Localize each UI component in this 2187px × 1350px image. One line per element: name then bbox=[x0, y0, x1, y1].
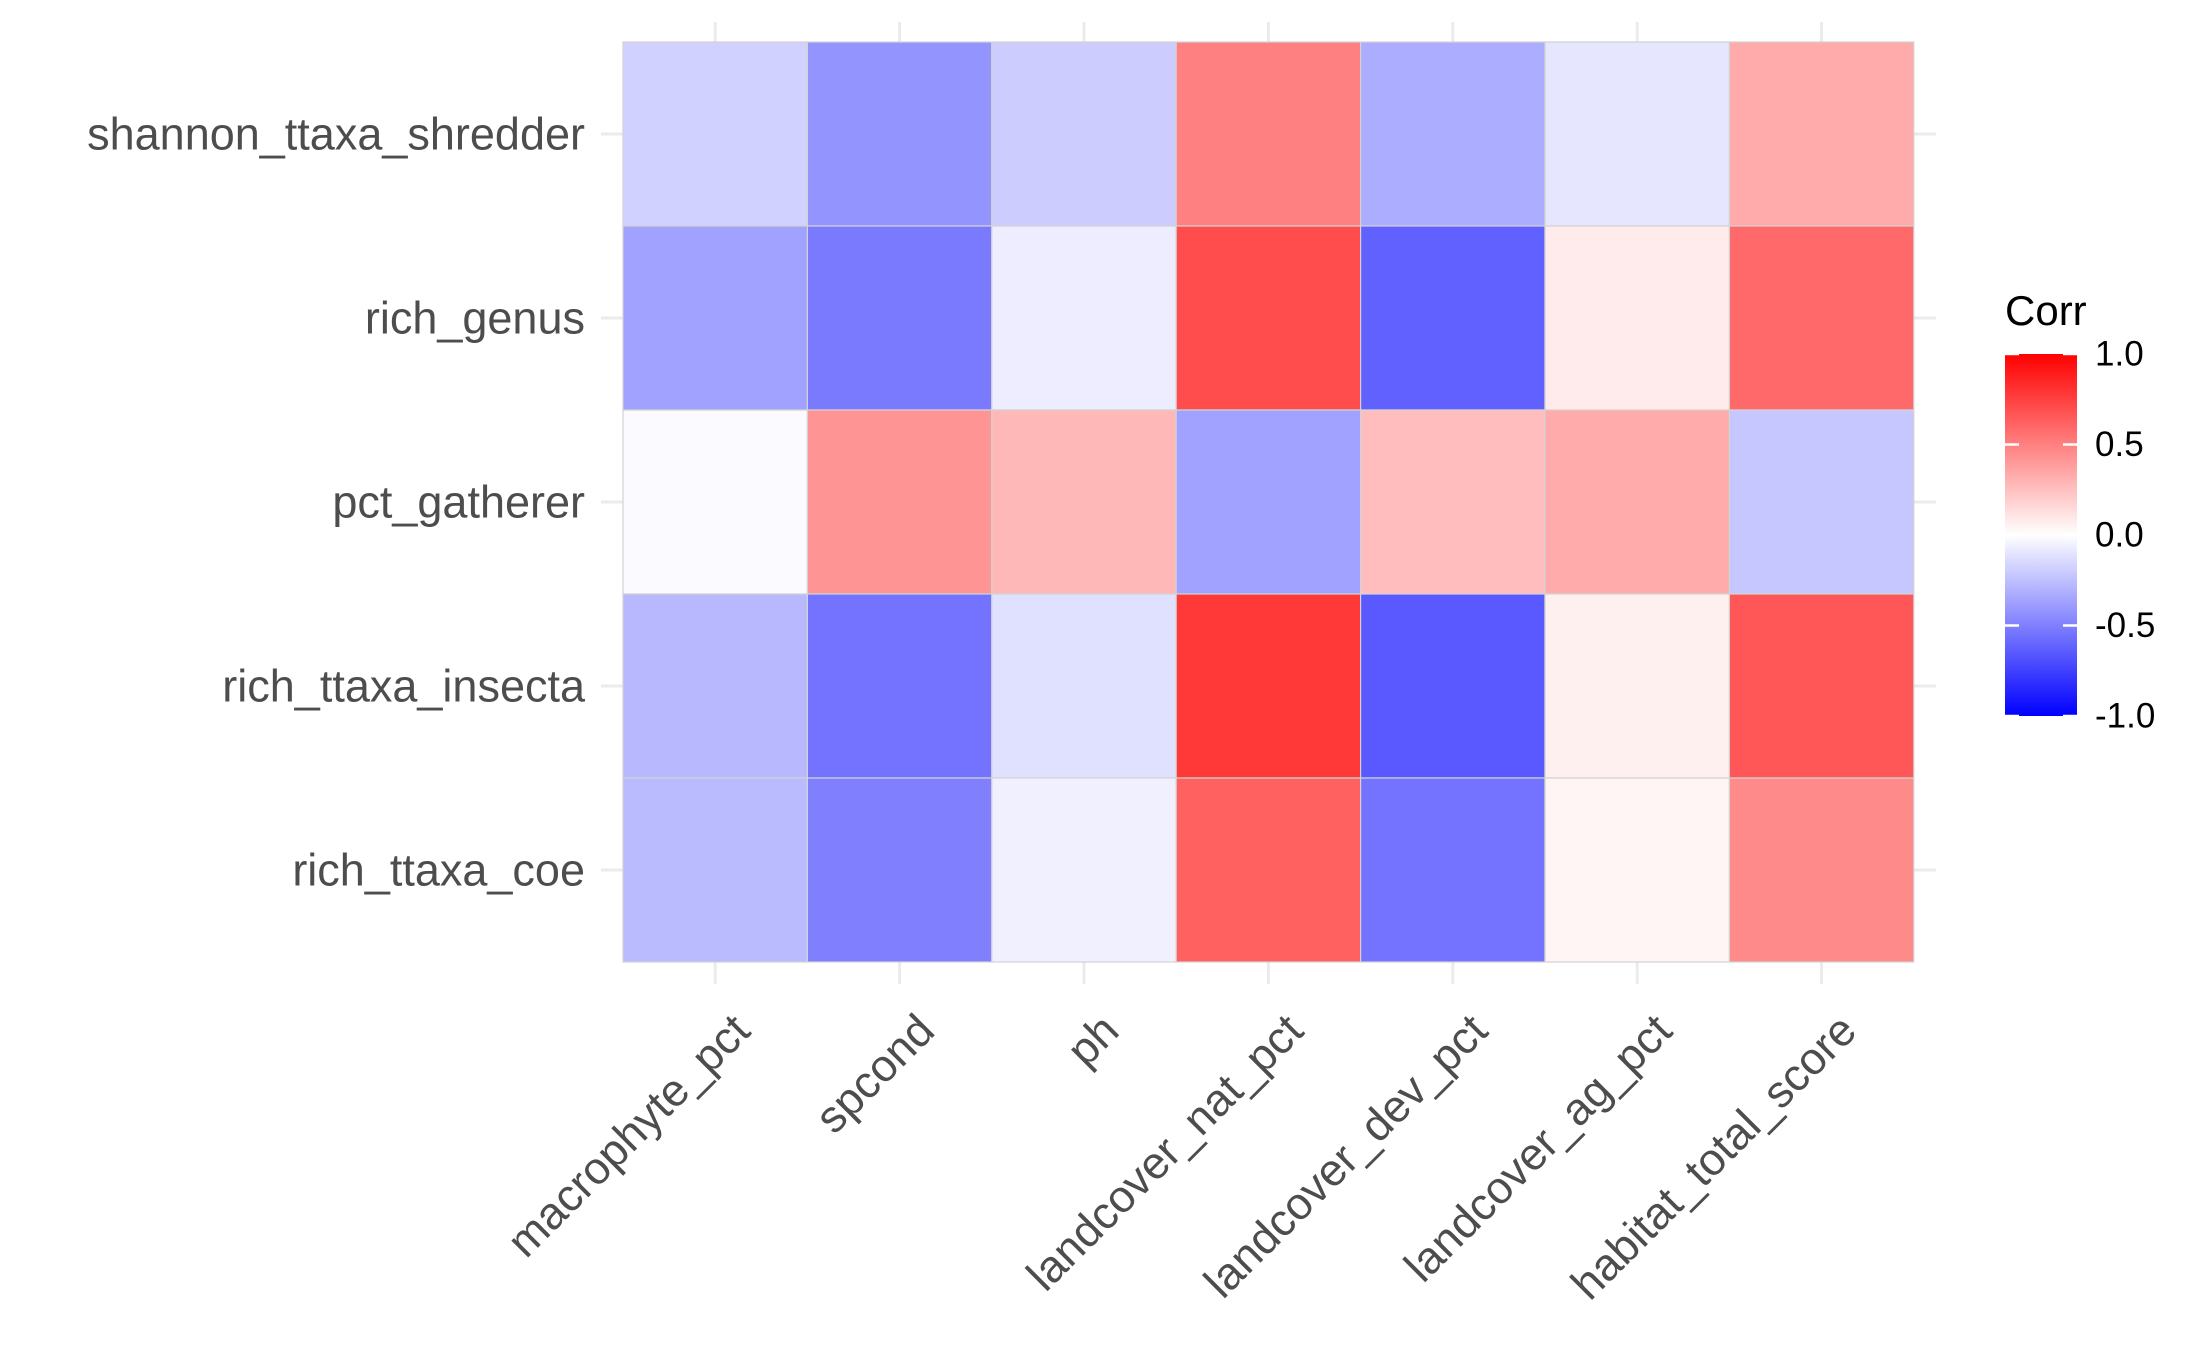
heatmap-cell bbox=[806, 593, 993, 779]
y-tick-label: rich_genus bbox=[365, 293, 585, 344]
heatmap-cells bbox=[622, 41, 1915, 963]
color-legend: Corr 1.0 0.5 0.0 -0.5 -1.0 bbox=[2005, 287, 2155, 736]
heatmap-cell bbox=[1728, 225, 1915, 411]
legend-tick-label: 0.5 bbox=[2095, 425, 2144, 464]
heatmap-cell bbox=[1544, 225, 1730, 411]
heatmap-cell bbox=[806, 225, 993, 411]
y-axis-tick-labels: shannon_ttaxa_shredder rich_genus pct_gath… bbox=[87, 109, 586, 896]
heatmap-cell bbox=[1728, 593, 1915, 779]
heatmap-cell bbox=[991, 225, 1177, 411]
y-tick-label: rich_ttaxa_insecta bbox=[222, 661, 586, 712]
heatmap-cell bbox=[622, 593, 808, 779]
heatmap-cell bbox=[622, 409, 808, 595]
heatmap-cell bbox=[991, 409, 1177, 595]
x-tick-label: ph bbox=[1057, 1004, 1128, 1075]
heatmap-cell bbox=[622, 41, 808, 227]
heatmap-cell bbox=[1359, 41, 1546, 227]
heatmap-cell bbox=[991, 41, 1177, 227]
heatmap-cell bbox=[1175, 593, 1362, 779]
legend-tick-label: -1.0 bbox=[2095, 697, 2155, 736]
y-tick-label: shannon_ttaxa_shredder bbox=[87, 109, 585, 160]
heatmap-cell bbox=[1359, 593, 1546, 779]
heatmap-cell bbox=[1544, 777, 1730, 963]
heatmap-cell bbox=[622, 777, 808, 963]
heatmap-cell bbox=[1175, 409, 1362, 595]
legend-title: Corr bbox=[2005, 287, 2087, 334]
heatmap-cell bbox=[1728, 777, 1915, 963]
x-tick-label: macrophyte_pct bbox=[497, 1004, 760, 1267]
heatmap-cell bbox=[806, 409, 993, 595]
heatmap-cell bbox=[806, 41, 993, 227]
heatmap-cell bbox=[1544, 41, 1730, 227]
heatmap-cell bbox=[1544, 593, 1730, 779]
legend-tick-label: 1.0 bbox=[2095, 335, 2144, 374]
heatmap-cell bbox=[1175, 41, 1362, 227]
heatmap-cell bbox=[622, 225, 808, 411]
y-tick-label: rich_ttaxa_coe bbox=[292, 845, 585, 896]
heatmap-cell bbox=[991, 777, 1177, 963]
legend-tick-label: -0.5 bbox=[2095, 606, 2155, 645]
heatmap-cell bbox=[806, 777, 993, 963]
heatmap-cell bbox=[1728, 41, 1915, 227]
heatmap-cell bbox=[1544, 409, 1730, 595]
heatmap-cell bbox=[1359, 409, 1546, 595]
heatmap-cell bbox=[1359, 777, 1546, 963]
heatmap-cell bbox=[1359, 225, 1546, 411]
heatmap-cell bbox=[1728, 409, 1915, 595]
x-axis-tick-labels: macrophyte_pct spcond phlandcover_nat_pctl… bbox=[497, 1004, 1866, 1309]
y-tick-label: pct_gatherer bbox=[332, 477, 585, 528]
x-tick-label: spcond bbox=[805, 1004, 944, 1143]
heatmap-cell bbox=[991, 593, 1177, 779]
heatmap-cell bbox=[1175, 225, 1362, 411]
heatmap-cell bbox=[1175, 777, 1362, 963]
legend-tick-label: 0.0 bbox=[2095, 516, 2144, 555]
